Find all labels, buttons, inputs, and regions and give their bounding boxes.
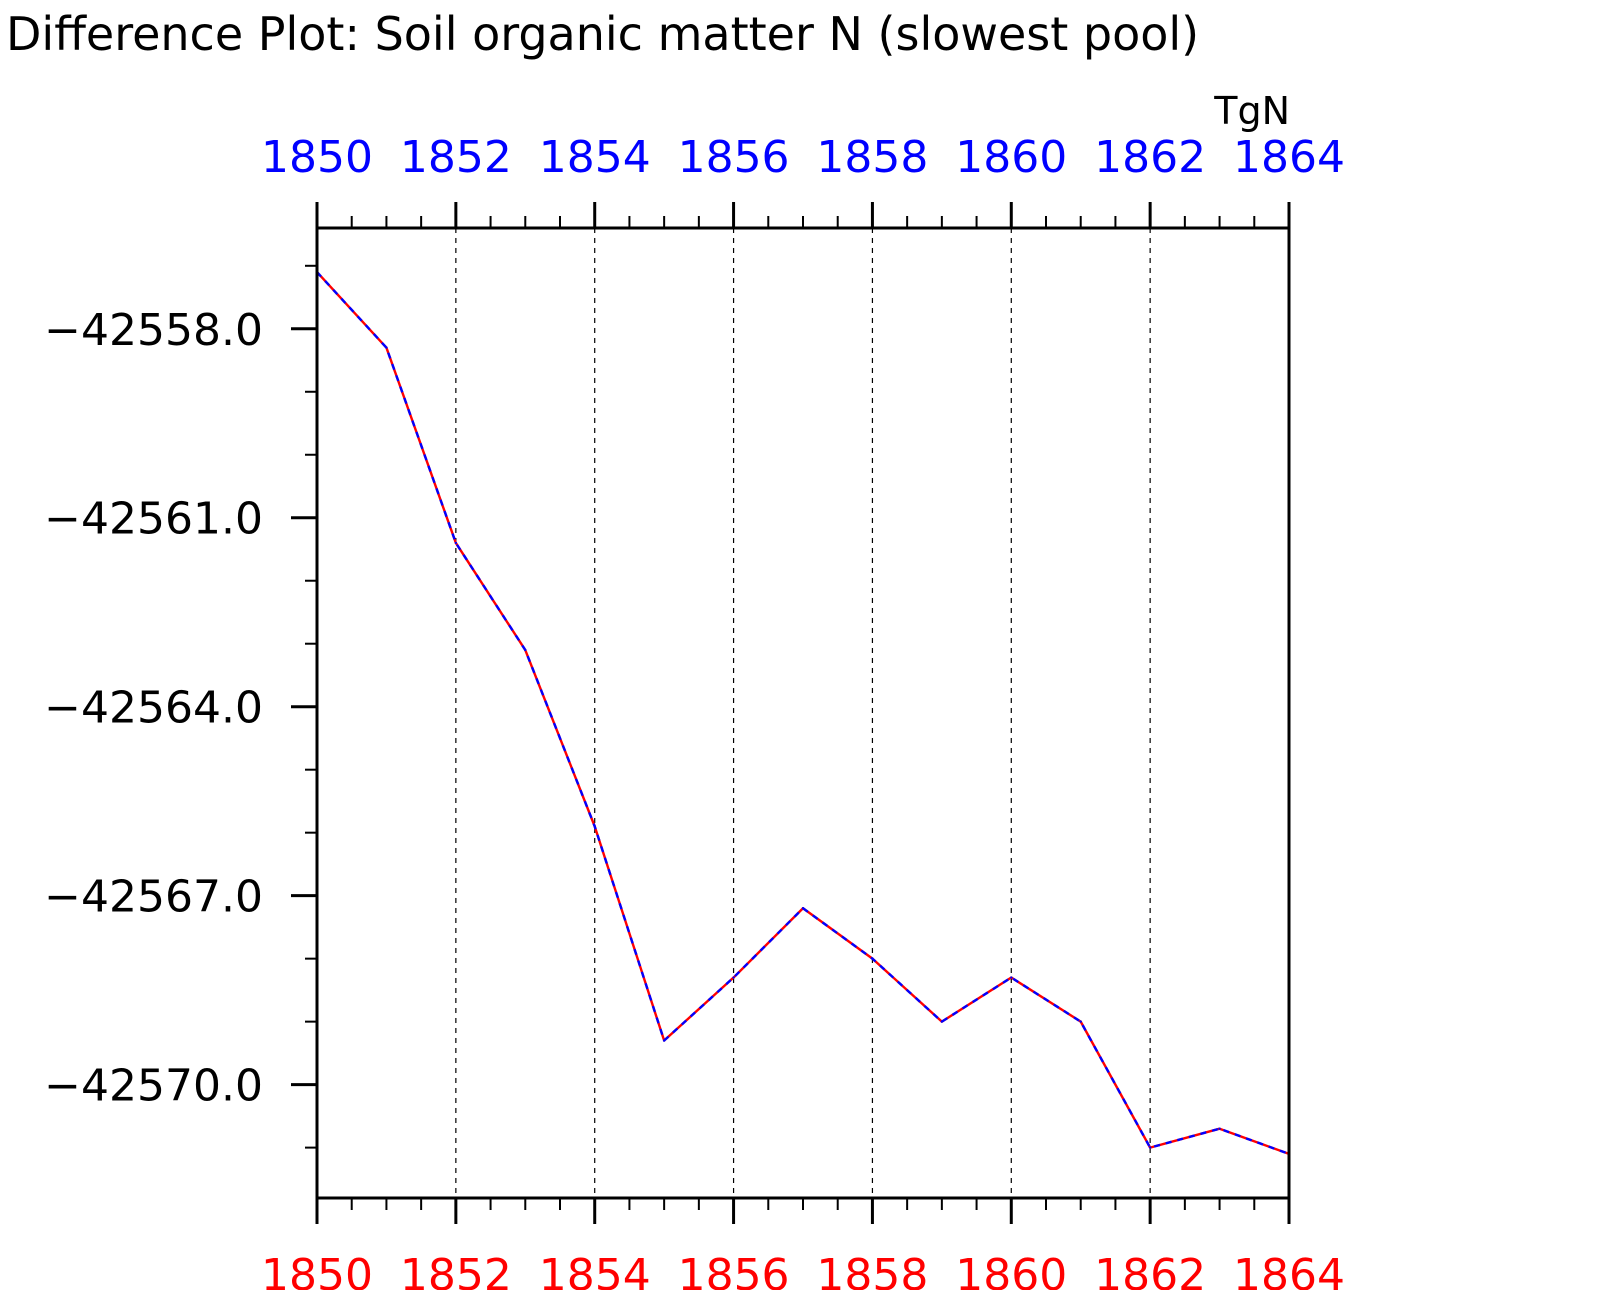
x-tick-label-top-1854: 1854 bbox=[539, 132, 651, 183]
series-1-point-1857 bbox=[801, 907, 805, 910]
x-tick-label-bottom-1858: 1858 bbox=[816, 1250, 928, 1290]
series-1-point-1851 bbox=[385, 346, 388, 349]
tick-labels: 1850 1850 1852 1852 1854 1854 1856 1856 1858 1858… bbox=[44, 132, 1345, 1294]
series-1-point-1859 bbox=[940, 1020, 944, 1023]
series-line-0 bbox=[316, 271, 1290, 1156]
y-tick-label-2: −42564.0 bbox=[44, 683, 263, 734]
x-tick-label-bottom-1860: 1860 bbox=[955, 1250, 1067, 1290]
grid-lines bbox=[455, 228, 1151, 1198]
axis-ticks bbox=[291, 202, 1291, 1224]
x-tick-label-bottom-1850: 1850 bbox=[261, 1250, 373, 1290]
series-lines bbox=[315, 270, 1291, 1156]
y-tick-label-0: −42558.0 bbox=[44, 305, 263, 356]
series-1-point-1853 bbox=[524, 648, 527, 652]
x-tick-label-bottom-1852: 1852 bbox=[400, 1250, 512, 1290]
x-tick-label-top-1852: 1852 bbox=[400, 132, 512, 183]
series-1-point-1860 bbox=[1010, 976, 1013, 979]
x-tick-label-top-1864: 1864 bbox=[1233, 132, 1345, 183]
x-tick-label-bottom-1864: 1864 bbox=[1233, 1250, 1345, 1290]
series-1-point-1861 bbox=[1079, 1020, 1082, 1023]
series-1-point-1858 bbox=[871, 957, 874, 960]
series-1-point-1854 bbox=[593, 825, 596, 828]
chart-title: Difference Plot: Soil organic matter N (… bbox=[6, 7, 1199, 61]
x-tick-label-bottom-1856: 1856 bbox=[678, 1250, 790, 1290]
series-1-point-1852 bbox=[454, 541, 458, 545]
y-tick-label-1: −42561.0 bbox=[44, 494, 263, 545]
plot-frame bbox=[315, 226, 1291, 1200]
x-tick-label-top-1858: 1858 bbox=[816, 132, 928, 183]
x-tick-label-bottom-1854: 1854 bbox=[539, 1250, 651, 1290]
x-tick-label-top-1862: 1862 bbox=[1094, 132, 1206, 183]
y-tick-label-3: −42567.0 bbox=[44, 872, 263, 923]
x-tick-label-bottom-1862: 1862 bbox=[1094, 1250, 1206, 1290]
series-1-point-1855 bbox=[662, 1039, 666, 1042]
series-1-point-1863 bbox=[1218, 1127, 1221, 1130]
units-label: TgN bbox=[1213, 89, 1290, 133]
x-tick-label-top-1850: 1850 bbox=[261, 132, 373, 183]
series-1-point-1862 bbox=[1148, 1146, 1152, 1149]
series-1-point-1856 bbox=[732, 976, 735, 979]
series-line-1 bbox=[316, 271, 1290, 1156]
x-tick-label-top-1860: 1860 bbox=[955, 132, 1067, 183]
y-tick-label-4: −42570.0 bbox=[44, 1061, 263, 1112]
x-tick-label-top-1856: 1856 bbox=[678, 132, 790, 183]
